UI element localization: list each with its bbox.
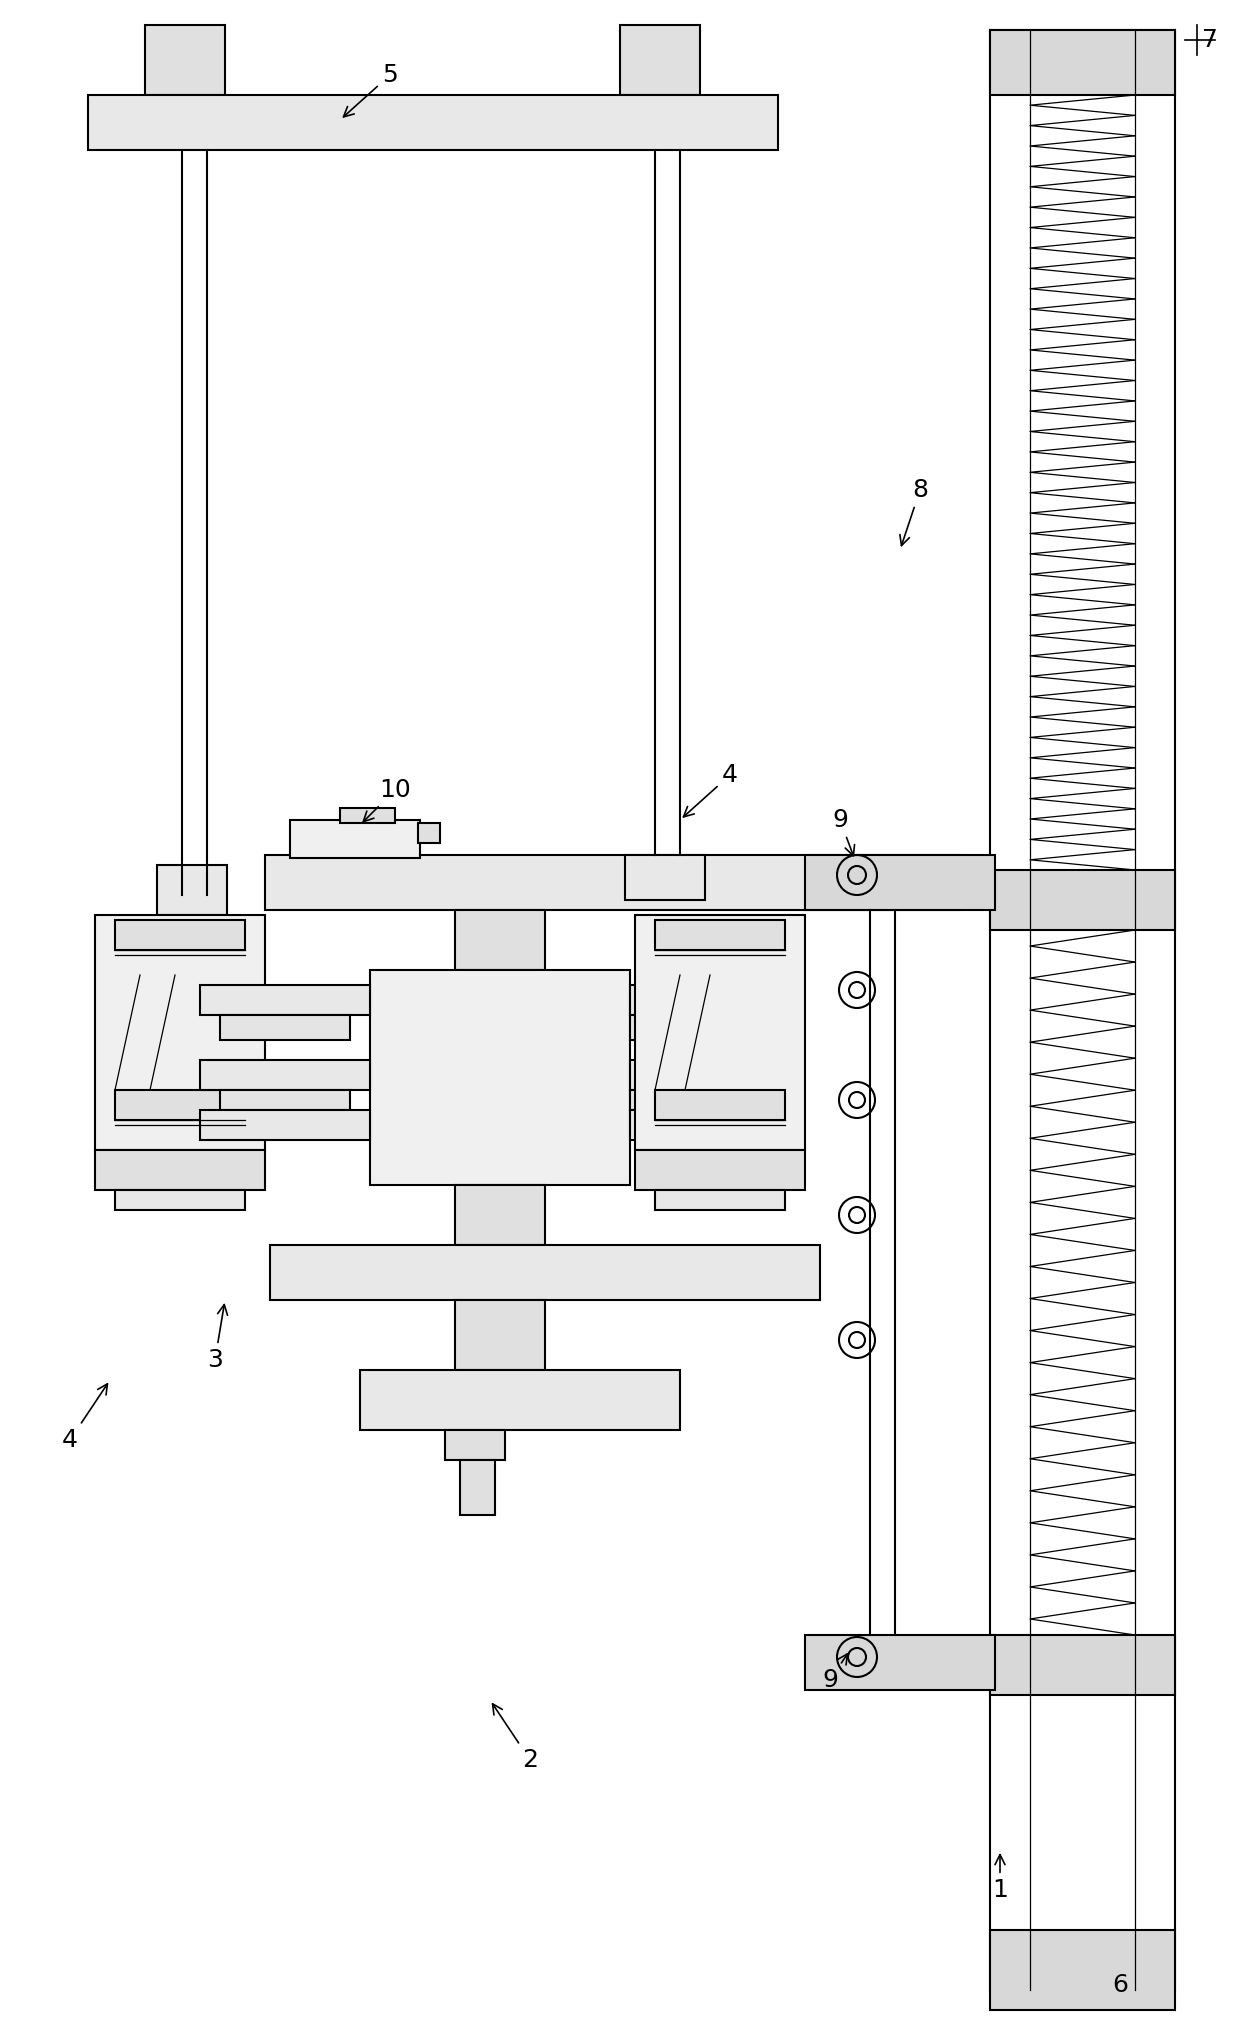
Bar [219, 1015, 350, 1041]
Bar [115, 1190, 246, 1210]
Bar [200, 1061, 370, 1089]
Bar [290, 821, 420, 857]
Bar [990, 869, 1176, 930]
Bar [655, 1190, 785, 1210]
Bar [630, 1061, 800, 1089]
Bar [157, 865, 227, 916]
Bar [200, 1109, 370, 1140]
Bar [990, 1636, 1176, 1694]
Text: 7: 7 [1202, 28, 1218, 52]
Bar [990, 30, 1176, 1991]
Text: 5: 5 [343, 63, 398, 117]
Bar [115, 920, 246, 950]
Bar [630, 984, 800, 1015]
Text: 10: 10 [363, 779, 410, 821]
Bar [95, 1150, 265, 1190]
Bar [655, 1089, 785, 1119]
Text: 9: 9 [832, 809, 854, 855]
Bar [805, 1636, 994, 1690]
Bar [805, 855, 994, 910]
Text: 8: 8 [900, 478, 928, 547]
Bar [360, 1370, 680, 1430]
Bar [630, 1089, 760, 1109]
Bar [455, 1301, 546, 1370]
Bar [460, 1460, 495, 1515]
Bar [630, 1015, 760, 1041]
Bar [620, 24, 701, 95]
Bar [625, 855, 706, 900]
Bar [95, 916, 265, 1150]
Text: 2: 2 [492, 1704, 538, 1773]
Bar [445, 1430, 505, 1460]
Text: 3: 3 [207, 1305, 227, 1372]
Text: 4: 4 [62, 1384, 108, 1452]
Bar [635, 1150, 805, 1190]
Bar [630, 1109, 800, 1140]
Bar [370, 970, 630, 1186]
Bar [88, 95, 777, 149]
Text: 1: 1 [992, 1856, 1008, 1902]
Bar [115, 1089, 246, 1119]
Bar [340, 809, 396, 823]
Text: 4: 4 [683, 762, 738, 817]
Text: 9: 9 [822, 1654, 847, 1692]
Bar [145, 24, 224, 95]
Bar [635, 916, 805, 1150]
Bar [200, 984, 370, 1015]
Bar [265, 855, 960, 910]
Bar [455, 910, 546, 970]
Text: 6: 6 [1112, 1973, 1128, 1997]
Bar [418, 823, 440, 843]
Bar [219, 1089, 350, 1109]
Bar [455, 1186, 546, 1244]
Bar [270, 1244, 820, 1301]
Bar [990, 30, 1176, 95]
Bar [990, 1930, 1176, 2011]
Bar [655, 920, 785, 950]
